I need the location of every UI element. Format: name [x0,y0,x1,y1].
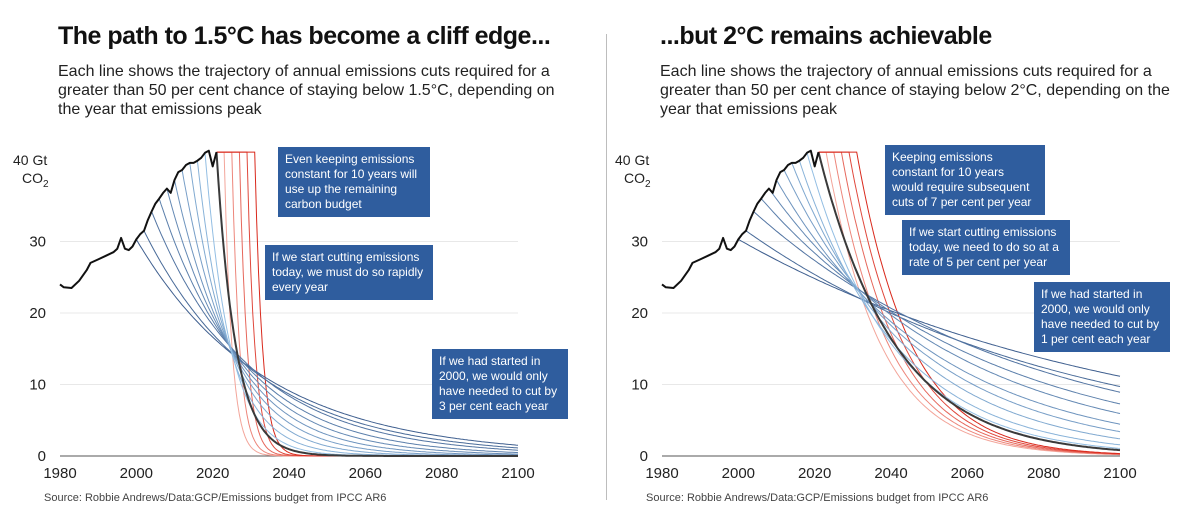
y-tick-label: 30 [29,234,46,251]
callout-started-2000: If we had started in 2000, we would only… [432,349,568,419]
pathway-line [158,198,519,454]
x-tick-label: 2000 [120,465,153,482]
x-tick-label: 2100 [1103,465,1136,482]
pathway-line [738,238,1121,377]
x-tick-label: 2080 [1027,465,1060,482]
constant-emissions-pathway [818,151,1121,455]
left-panel: The path to 1.5°C has become a cliff edg… [0,0,598,532]
unit-subscript: 2 [43,179,49,190]
pathway-line [806,152,1121,449]
callout-started-2000: If we had started in 2000, we would only… [1034,282,1170,352]
callout-start-today: If we start cutting emissions today, we … [265,245,433,300]
callout-constant-emissions: Keeping emissions constant for 10 years … [885,145,1045,215]
pathway-line [776,179,1121,425]
chart-subtitle: Each line shows the trajectory of annual… [660,63,1170,118]
panel-divider [606,34,607,500]
unit-label-top: 40 Gt [615,152,649,168]
pathway-line [143,230,519,449]
callout-start-today: If we start cutting emissions today, we … [902,220,1070,275]
pathway-line [768,188,1121,414]
unit-label-bottom: CO2 [624,170,651,190]
x-tick-label: 2100 [501,465,534,482]
callout-constant-emissions: Even keeping emissions constant for 10 y… [278,147,430,217]
x-tick-label: 1980 [43,465,76,482]
unit-label-top: 40 Gt [13,152,47,168]
chart-subtitle: Each line shows the trajectory of annual… [58,63,555,118]
pathway-line [798,160,1121,446]
pathway-line-today [215,152,518,457]
unit-subscript: 2 [645,179,651,190]
y-tick-label: 0 [640,448,648,465]
x-tick-label: 2060 [951,465,984,482]
y-tick-label: 30 [631,234,648,251]
x-tick-label: 1980 [645,465,678,482]
pathway-line [135,239,519,446]
pathway-line [783,169,1121,433]
source-note: Source: Robbie Andrews/Data:GCP/Emission… [646,492,989,504]
pathway-line [151,211,519,451]
pathway-line [753,211,1121,393]
y-tick-label: 20 [631,305,648,322]
x-tick-label: 2040 [874,465,907,482]
x-tick-label: 2000 [722,465,755,482]
unit-label-bottom: CO2 [22,170,49,190]
x-tick-label: 2080 [425,465,458,482]
y-tick-label: 10 [29,377,46,394]
pathway-line-today [817,151,1121,452]
pathway-line [745,230,1121,387]
x-tick-label: 2040 [272,465,305,482]
emissions-chart-2c: 40 Gt CO2 1980 2000 2020 2040 2060 2080 2100 0 1… [615,149,1137,482]
x-tick-label: 2020 [196,465,229,482]
constant-emissions-pathway [818,151,1120,456]
chart-title: ...but 2°C remains achievable [660,22,992,50]
historical-emissions-line [661,149,820,289]
y-tick-label: 0 [38,448,46,465]
y-tick-label: 10 [631,377,648,394]
unit-co: CO [624,170,645,186]
right-panel: ...but 2°C remains achievable Each line … [602,0,1200,532]
constant-emissions-pathway [818,151,1121,455]
x-tick-label: 2060 [349,465,382,482]
source-note: Source: Robbie Andrews/Data:GCP/Emission… [44,492,387,504]
historical-emissions-line [59,149,218,289]
chart-title: The path to 1.5°C has become a cliff edg… [58,22,551,50]
y-tick-label: 20 [29,305,46,322]
unit-co: CO [22,170,43,186]
x-tick-label: 2020 [798,465,831,482]
pathway-line [760,198,1121,405]
